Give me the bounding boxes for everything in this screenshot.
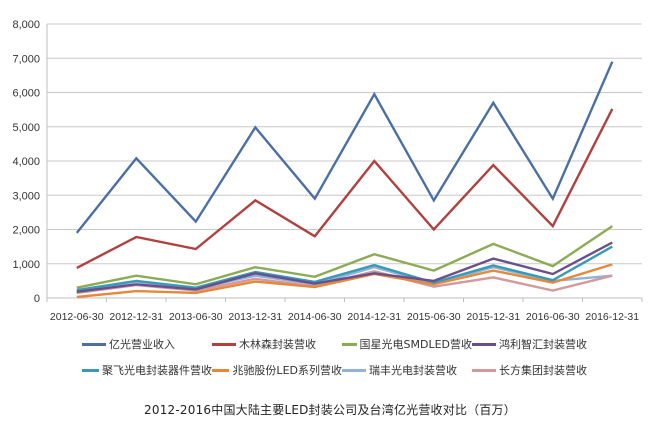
legend-swatch-icon bbox=[472, 342, 496, 346]
y-tick-label: 2,000 bbox=[12, 225, 40, 237]
legend-label: 长方集团封装营收 bbox=[499, 364, 587, 377]
chart-legend: 亿光营业收入 木林森封装营收 国星光电SMDLED营收 鸿利智汇封装营收聚飞光电封装器… bbox=[82, 336, 602, 378]
legend-label: 木林森封装营收 bbox=[239, 338, 316, 351]
y-axis: 0 1,000 2,000 3,000 4,000 5,000 6,000 7,000 8,00… bbox=[12, 19, 40, 305]
legend-item: 瑞丰光电封装营收 bbox=[342, 362, 472, 378]
legend-item: 木林森封装营收 bbox=[212, 336, 342, 352]
y-tick-label: 5,000 bbox=[12, 122, 40, 134]
legend-label: 鸿利智汇封装营收 bbox=[499, 338, 587, 351]
x-axis: 2012-06-30 2012-12-31 2013-06-30 2013-12-31… bbox=[46, 298, 643, 323]
legend-label: 国星光电SMDLED营收 bbox=[359, 338, 473, 351]
legend-label: 亿光营业收入 bbox=[109, 338, 175, 351]
legend-swatch-icon bbox=[212, 342, 236, 346]
legend-swatch-icon bbox=[82, 342, 106, 346]
x-tick-label: 2015-06-30 bbox=[407, 311, 461, 323]
legend-label: 瑞丰光电封装营收 bbox=[369, 364, 457, 377]
x-tick-label: 2013-12-31 bbox=[228, 311, 282, 323]
legend-swatch-icon bbox=[212, 368, 230, 372]
series-lines bbox=[75, 61, 614, 299]
series-line bbox=[76, 263, 613, 299]
y-tick-label: 1,000 bbox=[12, 259, 40, 271]
legend-item: 鸿利智汇封装营收 bbox=[472, 336, 602, 352]
legend-swatch-icon bbox=[82, 368, 99, 372]
x-tick-label: 2012-12-31 bbox=[109, 311, 163, 323]
y-tick-label: 6,000 bbox=[12, 88, 40, 100]
series-line bbox=[76, 245, 613, 292]
legend-label: 兆驰股份LED系列营收 bbox=[232, 364, 342, 377]
legend-item: 长方集团封装营收 bbox=[472, 362, 602, 378]
series-line bbox=[75, 61, 614, 234]
legend-item: 聚飞光电封装器件营收 bbox=[82, 362, 212, 378]
x-tick-label: 2015-12-31 bbox=[466, 311, 520, 323]
legend-swatch-icon bbox=[342, 368, 366, 372]
x-tick-label: 2014-12-31 bbox=[347, 311, 401, 323]
x-tick-label: 2012-06-30 bbox=[50, 311, 104, 323]
series-line bbox=[76, 241, 613, 293]
y-tick-label: 7,000 bbox=[12, 53, 40, 65]
x-tick-label: 2016-12-31 bbox=[585, 311, 639, 323]
y-tick-label: 3,000 bbox=[12, 190, 40, 202]
x-tick-label: 2016-06-30 bbox=[526, 311, 580, 323]
gridlines bbox=[46, 23, 642, 299]
legend-item: 兆驰股份LED系列营收 bbox=[212, 362, 342, 378]
legend-item: 国星光电SMDLED营收 bbox=[342, 336, 472, 352]
legend-item: 亿光营业收入 bbox=[82, 336, 212, 352]
x-tick-label: 2014-06-30 bbox=[288, 311, 342, 323]
y-tick-label: 4,000 bbox=[12, 156, 40, 168]
chart-caption: 2012-2016中国大陆主要LED封装公司及台湾亿光营收对比（百万） bbox=[144, 403, 516, 417]
y-tick-label: 8,000 bbox=[12, 19, 40, 31]
y-tick-label: 0 bbox=[34, 293, 40, 305]
legend-label: 聚飞光电封装器件营收 bbox=[102, 364, 212, 377]
legend-swatch-icon bbox=[342, 342, 357, 346]
series-line bbox=[76, 225, 613, 289]
x-tick-label: 2013-06-30 bbox=[169, 311, 223, 323]
series-line bbox=[76, 108, 614, 269]
legend-swatch-icon bbox=[472, 368, 496, 372]
